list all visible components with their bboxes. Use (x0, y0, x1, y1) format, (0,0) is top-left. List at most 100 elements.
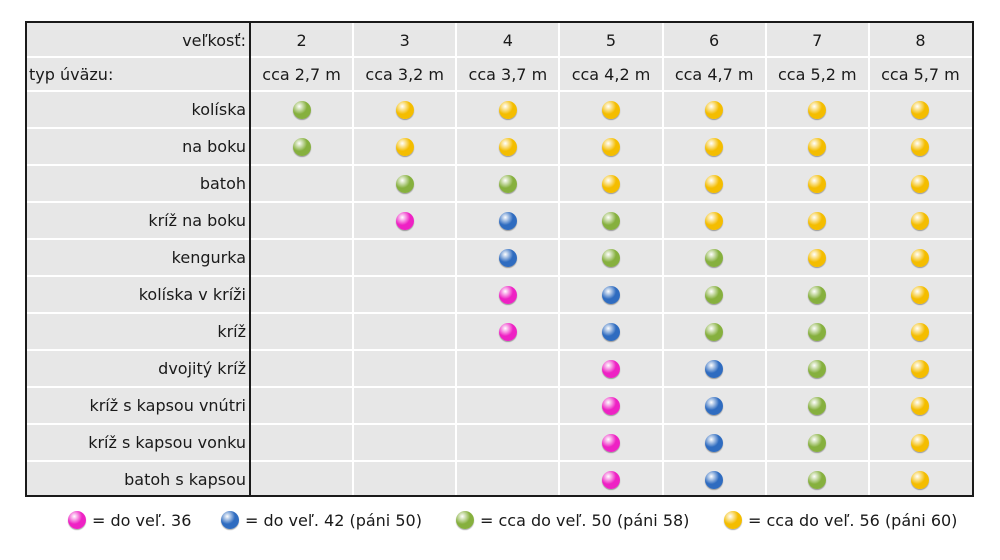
suitability-dot-pink (602, 433, 620, 452)
legend-item-green: = cca do veľ. 50 (páni 58) (456, 505, 689, 535)
suitability-dot-yellow (808, 211, 827, 230)
suitability-dot-yellow (705, 211, 724, 230)
length-header-cell: cca 2,7 m (262, 64, 341, 84)
row-divider (27, 164, 972, 166)
carry-type-label: dvojitý kríž (158, 359, 246, 378)
length-header-cell: cca 3,7 m (468, 64, 548, 84)
size-header-cell: 6 (709, 30, 720, 50)
suitability-dot-pink (602, 396, 620, 415)
row-divider (27, 312, 972, 314)
suitability-dot-yellow (911, 100, 930, 119)
column-divider (352, 23, 355, 495)
legend-text: = do veľ. 36 (92, 510, 192, 530)
label-column-border (249, 23, 251, 495)
legend-dot-blue (221, 511, 239, 529)
legend-text: = do veľ. 42 (páni 50) (245, 510, 422, 530)
suitability-dot-yellow (911, 137, 930, 156)
suitability-dot-yellow (911, 359, 930, 378)
row-divider (27, 56, 972, 58)
suitability-dot-blue (705, 470, 724, 489)
suitability-dot-yellow (602, 100, 620, 119)
column-divider (661, 23, 664, 495)
length-header-cell: cca 3,2 m (365, 64, 445, 84)
size-header-cell: 8 (915, 30, 926, 50)
suitability-dot-green (292, 100, 311, 119)
color-legend: = do veľ. 36 = do veľ. 42 (páni 50) = cca … (0, 505, 1000, 535)
row-divider (27, 460, 972, 462)
suitability-dot-yellow (911, 470, 930, 489)
suitability-dot-yellow (808, 137, 827, 156)
carry-type-label: na boku (182, 137, 246, 156)
legend-dot-yellow (724, 511, 742, 529)
suitability-dot-yellow (602, 137, 620, 156)
legend-text: = cca do veľ. 56 (páni 60) (748, 510, 958, 530)
length-header-cell: cca 5,2 m (777, 64, 857, 84)
type-header-label: typ úväzu: (29, 64, 114, 84)
legend-item-blue: = do veľ. 42 (páni 50) (221, 505, 422, 535)
suitability-dot-yellow (395, 137, 414, 156)
suitability-dot-blue (705, 359, 724, 378)
length-header-cell: cca 5,7 m (881, 64, 960, 84)
carry-type-label: kríž s kapsou vonku (88, 433, 246, 452)
suitability-dot-yellow (705, 100, 724, 119)
row-divider (27, 349, 972, 351)
suitability-dot-yellow (705, 174, 724, 193)
carry-type-label: kríž (217, 322, 246, 341)
suitability-dot-yellow (395, 100, 414, 119)
suitability-dot-green (705, 285, 724, 304)
suitability-dot-pink (395, 211, 414, 230)
suitability-dot-pink (602, 470, 620, 489)
suitability-dot-yellow (911, 248, 930, 267)
carry-type-label: batoh s kapsou (124, 470, 246, 489)
suitability-dot-green (808, 433, 827, 452)
length-header-cell: cca 4,7 m (674, 64, 754, 84)
suitability-dot-yellow (808, 100, 827, 119)
suitability-dot-green (808, 470, 827, 489)
suitability-dot-yellow (498, 137, 517, 156)
suitability-dot-green (602, 211, 620, 230)
column-divider (867, 23, 870, 495)
legend-text: = cca do veľ. 50 (páni 58) (480, 510, 690, 530)
row-divider (27, 90, 972, 92)
suitability-dot-yellow (911, 285, 930, 304)
suitability-dot-blue (498, 248, 517, 267)
carry-type-label: kríž na boku (148, 211, 246, 230)
suitability-dot-yellow (911, 433, 930, 452)
suitability-dot-blue (498, 211, 517, 230)
column-divider (455, 23, 458, 495)
legend-dot-green (456, 511, 474, 529)
legend-item-yellow: = cca do veľ. 56 (páni 60) (724, 505, 957, 535)
suitability-dot-yellow (498, 100, 517, 119)
suitability-dot-green (808, 359, 827, 378)
column-divider (764, 23, 767, 495)
row-divider (27, 423, 972, 425)
carry-type-label: kolíska (191, 100, 247, 119)
suitability-dot-green (808, 396, 827, 415)
size-header-cell: 3 (399, 30, 410, 50)
suitability-dot-pink (498, 285, 517, 304)
size-header-cell: 4 (502, 30, 513, 50)
suitability-dot-yellow (808, 174, 827, 193)
row-divider (27, 238, 972, 240)
suitability-dot-blue (705, 396, 724, 415)
length-header-cell: cca 4,2 m (571, 64, 651, 84)
suitability-dot-blue (705, 433, 724, 452)
suitability-dot-green (395, 174, 414, 193)
suitability-dot-green (292, 137, 311, 156)
suitability-dot-yellow (602, 174, 620, 193)
suitability-dot-green (602, 248, 620, 267)
suitability-dot-yellow (911, 322, 930, 341)
column-divider (558, 23, 561, 495)
suitability-dot-yellow (911, 396, 930, 415)
carry-type-label: batoh (199, 174, 246, 193)
legend-dot-pink (68, 511, 86, 529)
suitability-dot-green (808, 285, 827, 304)
row-divider (27, 127, 972, 129)
size-header-cell: 5 (605, 30, 617, 50)
row-divider (27, 275, 972, 277)
legend-item-pink: = do veľ. 36 (68, 505, 191, 535)
suitability-dot-yellow (911, 211, 930, 230)
suitability-dot-green (808, 322, 827, 341)
suitability-dot-pink (602, 359, 620, 378)
row-divider (27, 386, 972, 388)
